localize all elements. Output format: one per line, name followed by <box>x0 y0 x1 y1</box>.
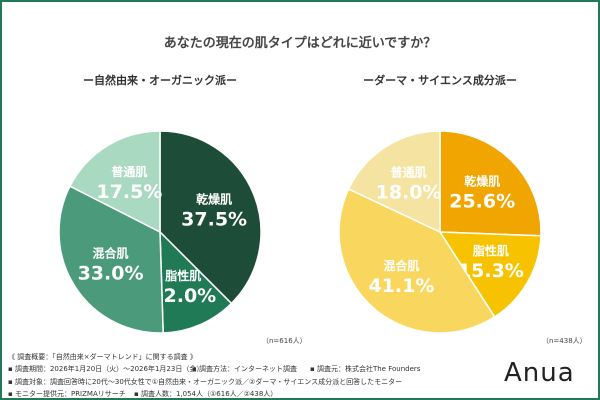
footer-provider: ▪ モニター提供元：PRIZMAリサーチ <box>8 390 126 398</box>
left-sample-size: （n=616人） <box>262 337 307 345</box>
left-pie-title: ー自然由来・オーガニック派ー <box>83 74 237 87</box>
footer-summary: 《 調査概要：「自然由来×ダーマトレンド」に関する調査 》 <box>8 353 197 361</box>
pie-slice-0-0 <box>159 130 262 305</box>
slice-label: 脂性肌 <box>164 268 201 283</box>
footer-period: ▪ 調査期間：2026年1月20日（火）～2026年1月23日（金） <box>8 365 204 373</box>
slice-label: 混合肌 <box>383 258 419 273</box>
slice-label: 普通肌 <box>111 164 147 179</box>
slice-value: 18.0% <box>376 182 442 204</box>
right-sample-size: （n=438人） <box>542 337 587 345</box>
pie-slice-1-0 <box>439 130 542 237</box>
pie-slice-1-3 <box>347 130 441 234</box>
slice-label: 脂性肌 <box>472 243 509 258</box>
slice-label: 乾燥肌 <box>464 173 500 188</box>
chart-title: あなたの現在の肌タイプはどれに近いですか？ <box>163 36 437 51</box>
footer-org: ▪ 調査元：株式会社The Founders <box>310 365 421 373</box>
pie-slice-0-1 <box>159 230 233 334</box>
footer-target: ▪ 調査対象：調査回答時に20代～30代女性で①自然由来・オーガニック派／②ダー… <box>8 378 403 386</box>
pie-slice-0-3 <box>68 130 161 234</box>
slice-label: 普通肌 <box>391 165 427 180</box>
footer-method: ▪ 調査方法：インターネット調査 <box>192 365 297 373</box>
slice-value: 41.1% <box>368 275 434 297</box>
pie-slice-1-1 <box>438 231 542 318</box>
right-pie-title: ーダーマ・サイエンス成分派ー <box>363 74 517 87</box>
pie-slice-1-2 <box>338 187 496 334</box>
pie-slice-0-2 <box>58 185 164 334</box>
anua-logo: Anua <box>504 358 575 388</box>
slice-value: 37.5% <box>181 209 247 231</box>
slice-label: 混合肌 <box>93 245 129 260</box>
slice-value: 15.3% <box>458 260 524 282</box>
slice-value: 25.6% <box>449 190 515 212</box>
slice-label: 乾燥肌 <box>196 192 232 207</box>
footer-count: ▪ 調査人数：1,054人（①616人／②438人） <box>134 390 278 398</box>
slice-value: 17.5% <box>96 181 162 203</box>
slice-value: 12.0% <box>150 285 216 307</box>
slice-value: 33.0% <box>78 262 144 284</box>
